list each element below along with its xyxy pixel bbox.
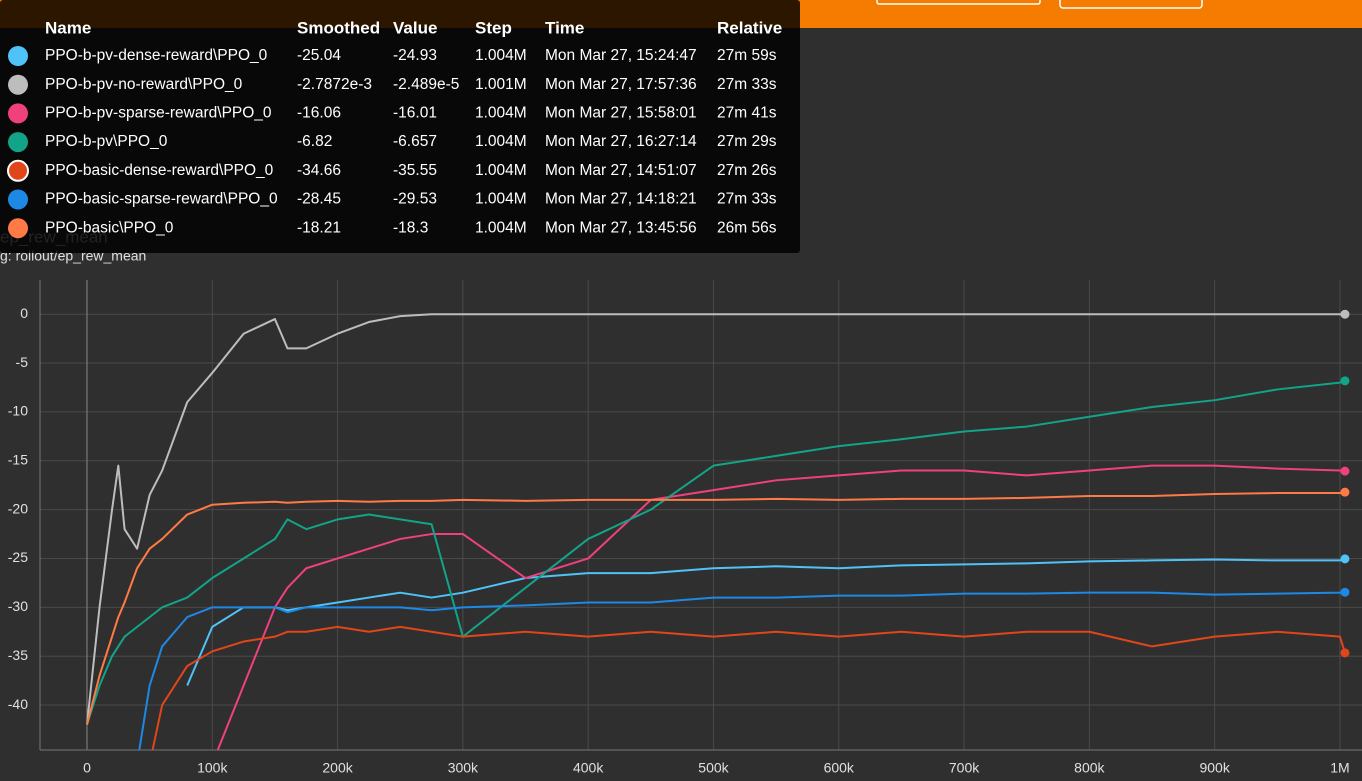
table-cell: -35.55	[393, 162, 437, 179]
table-cell: -24.93	[393, 47, 437, 64]
end-point	[1340, 648, 1350, 658]
x-tick-label: 100k	[197, 760, 228, 776]
x-tick-label: 200k	[322, 760, 353, 776]
table-header: Value	[393, 18, 437, 37]
legend-swatch	[8, 132, 28, 153]
search-field[interactable]	[1059, 0, 1203, 9]
table-cell: 1.004M	[475, 191, 527, 208]
tooltip	[0, 0, 800, 253]
end-point	[1340, 487, 1350, 497]
table-cell: 27m 33s	[717, 76, 777, 93]
legend-swatch	[8, 218, 28, 239]
table-cell: -18.3	[393, 219, 428, 236]
table-cell: 27m 33s	[717, 191, 777, 208]
y-tick-label: -25	[8, 549, 28, 565]
search-field[interactable]	[876, 0, 1041, 5]
y-tick-label: -30	[8, 598, 28, 614]
table-cell: -25.04	[297, 47, 341, 64]
series-line	[216, 464, 1346, 750]
table-cell: 26m 56s	[717, 219, 777, 236]
table-header: Name	[45, 18, 91, 37]
x-tick-label: 1M	[1330, 760, 1349, 776]
legend-name: PPO-b-pv\PPO_0	[45, 133, 168, 150]
end-point	[1340, 466, 1350, 476]
x-tick-label: 300k	[448, 760, 479, 776]
table-cell: -34.66	[297, 162, 341, 179]
legend-name: PPO-basic\PPO_0	[45, 219, 174, 236]
y-tick-label: 0	[20, 305, 28, 321]
table-cell: 1.004M	[475, 104, 527, 121]
table-cell: -29.53	[393, 191, 437, 208]
y-tick-label: -10	[8, 403, 28, 419]
table-cell: Mon Mar 27, 14:18:21	[545, 191, 697, 208]
table-header: Time	[545, 18, 584, 37]
series-line	[151, 625, 1346, 750]
y-tick-label: -20	[8, 500, 28, 516]
table-header: Relative	[717, 18, 782, 37]
end-point	[1340, 587, 1350, 597]
legend-name: PPO-b-pv-sparse-reward\PPO_0	[45, 104, 272, 121]
table-cell: 27m 29s	[717, 133, 777, 150]
table-cell: 27m 59s	[717, 47, 777, 64]
table-cell: Mon Mar 27, 15:58:01	[545, 104, 697, 121]
series-line	[138, 591, 1346, 750]
table-cell: -6.657	[393, 133, 437, 150]
table-cell: 1.001M	[475, 76, 527, 93]
legend-swatch	[8, 46, 28, 66]
table-cell: 27m 26s	[717, 162, 777, 179]
series-line	[85, 313, 1345, 725]
y-tick-label: -35	[8, 647, 28, 663]
table-cell: 1.004M	[475, 219, 527, 236]
table-cell: 27m 41s	[717, 104, 777, 121]
end-point	[1340, 376, 1350, 386]
table-header: Smoothed	[297, 18, 380, 37]
x-tick-label: 700k	[949, 760, 980, 776]
table-cell: -6.82	[297, 133, 332, 150]
end-point	[1340, 554, 1350, 564]
x-tick-label: 800k	[1074, 760, 1105, 776]
series-line	[186, 557, 1346, 686]
table-cell: -16.06	[297, 104, 341, 121]
series-line	[86, 491, 1346, 725]
legend-swatch	[8, 189, 28, 210]
table-cell: -2.7872e-3	[297, 76, 372, 93]
table-cell: Mon Mar 27, 16:27:14	[545, 133, 697, 150]
legend-name: PPO-b-pv-no-reward\PPO_0	[45, 76, 243, 93]
table-header: Step	[475, 18, 512, 37]
legend-name: PPO-b-pv-dense-reward\PPO_0	[45, 47, 268, 64]
y-tick-label: -40	[8, 696, 28, 712]
y-tick-label: -15	[8, 451, 28, 467]
table-cell: Mon Mar 27, 15:24:47	[545, 47, 697, 64]
x-tick-label: 900k	[1199, 760, 1230, 776]
legend-swatch	[8, 103, 28, 124]
x-tick-label: 0	[83, 760, 91, 776]
table-cell: Mon Mar 27, 14:51:07	[545, 162, 697, 179]
end-point	[1340, 309, 1350, 319]
legend-name: PPO-basic-dense-reward\PPO_0	[45, 162, 274, 179]
series-line	[86, 379, 1346, 725]
table-cell: 1.004M	[475, 133, 527, 150]
x-tick-label: 500k	[698, 760, 729, 776]
table-cell: 1.004M	[475, 47, 527, 64]
y-tick-label: -5	[16, 354, 29, 370]
table-cell: 1.004M	[475, 162, 527, 179]
legend-swatch	[8, 74, 28, 95]
table-cell: -18.21	[297, 219, 341, 236]
table-cell: Mon Mar 27, 13:45:56	[545, 219, 697, 236]
legend-swatch	[7, 159, 29, 182]
table-cell: -28.45	[297, 191, 341, 208]
legend-name: PPO-basic-sparse-reward\PPO_0	[45, 191, 278, 208]
x-tick-label: 400k	[573, 760, 604, 776]
x-tick-label: 600k	[824, 760, 855, 776]
table-cell: -2.489e-5	[393, 76, 459, 93]
table-cell: Mon Mar 27, 17:57:36	[545, 76, 697, 93]
table-cell: -16.01	[393, 104, 437, 121]
